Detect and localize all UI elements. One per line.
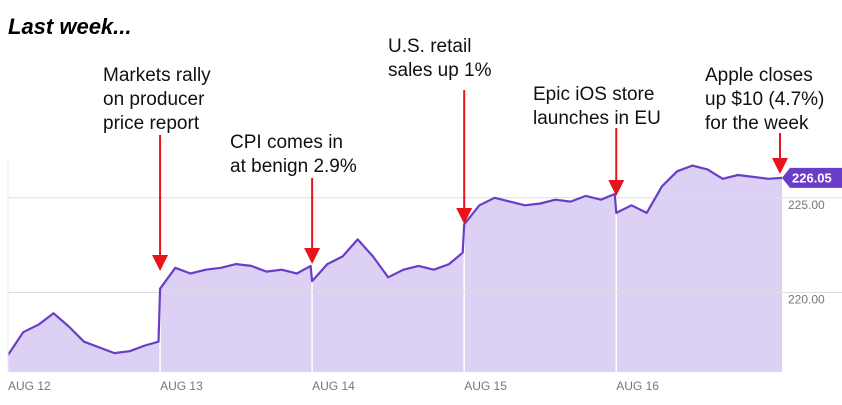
annotation-text: sales up 1% — [388, 60, 492, 81]
x-tick-label: AUG 13 — [160, 379, 203, 393]
x-tick-label: AUG 16 — [616, 379, 659, 393]
x-tick-label: AUG 15 — [464, 379, 507, 393]
last-value-badge — [782, 167, 842, 188]
annotation-text: Epic iOS store — [533, 84, 654, 105]
annotation-text: Apple closes — [705, 65, 813, 86]
annotation-text: at benign 2.9% — [230, 156, 357, 177]
annotation-text: up $10 (4.7%) — [705, 89, 824, 110]
annotation-text: price report — [103, 113, 200, 134]
annotation-text: on producer — [103, 89, 205, 110]
annotation-text: Markets rally — [103, 65, 211, 86]
last-value-label: 226.05 — [792, 170, 832, 185]
annotation-text: U.S. retail — [388, 36, 471, 57]
y-tick-label: 220.00 — [788, 293, 825, 307]
annotation-text: CPI comes in — [230, 132, 343, 153]
x-tick-label: AUG 14 — [312, 379, 355, 393]
area — [8, 165, 782, 372]
annotation-text: launches in EU — [533, 108, 661, 129]
y-tick-label: 225.00 — [788, 198, 825, 212]
line — [7, 164, 783, 356]
annotation-text: for the week — [705, 113, 809, 134]
x-tick-label: AUG 12 — [8, 379, 51, 393]
chart-title: Last week... — [8, 14, 132, 39]
